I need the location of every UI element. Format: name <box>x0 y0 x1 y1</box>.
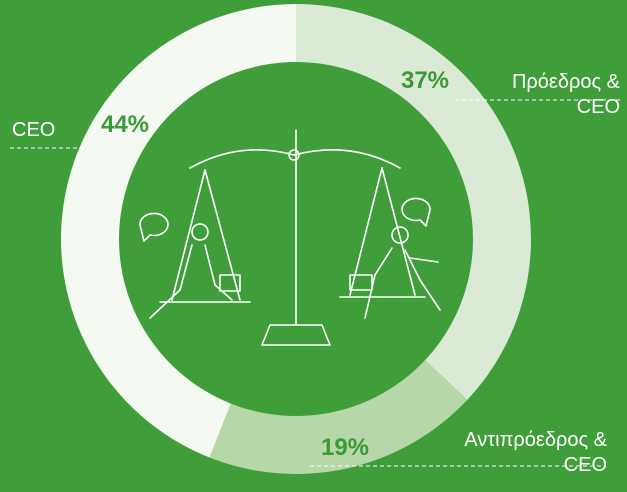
donut-segment <box>61 4 296 457</box>
value-label: 37% <box>401 67 449 94</box>
category-label: CEO <box>12 118 92 143</box>
donut-segment <box>296 4 531 400</box>
value-label: 44% <box>101 111 149 138</box>
chart: 37% 19% 44% Πρόεδρος & CEO Αντιπρόεδρος & C… <box>0 0 627 492</box>
category-label: Αντιπρόεδρος & CEO <box>427 428 607 478</box>
category-label: Πρόεδρος & CEO <box>490 70 620 120</box>
scale-illustration <box>140 130 440 345</box>
value-label: 19% <box>321 434 369 461</box>
